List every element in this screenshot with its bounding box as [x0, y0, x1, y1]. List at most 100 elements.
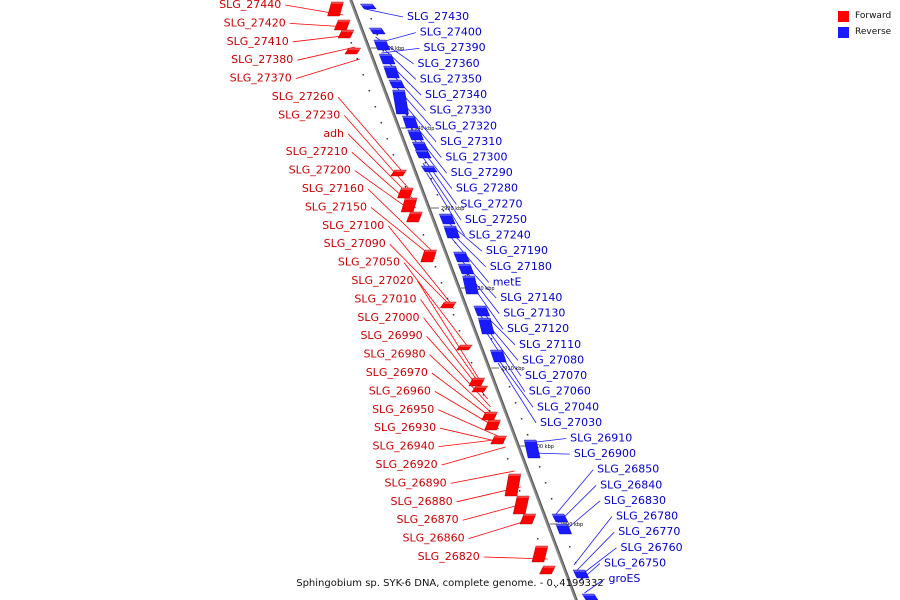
forward-gene-label[interactable]: SLG_26860	[403, 532, 465, 545]
forward-gene-label[interactable]: SLG_27100	[322, 219, 384, 232]
forward-gene-label[interactable]: SLG_27200	[289, 164, 351, 177]
forward-gene-label[interactable]: SLG_26960	[369, 384, 431, 397]
reverse-gene-label[interactable]: SLG_27310	[440, 135, 502, 148]
forward-gene-label[interactable]: SLG_27370	[230, 72, 292, 85]
reverse-gene-label[interactable]: SLG_27280	[456, 182, 518, 195]
guide-dot-right	[454, 242, 457, 244]
forward-gene-label[interactable]: SLG_26950	[372, 403, 434, 416]
forward-gene-label[interactable]: SLG_26990	[360, 329, 422, 342]
forward-gene-label[interactable]: SLG_27050	[338, 256, 400, 269]
guide-dot-left	[536, 538, 539, 540]
leader-line	[573, 516, 613, 566]
reverse-gene-label[interactable]: SLG_27040	[537, 400, 599, 413]
reverse-gene-label[interactable]: groES	[608, 572, 640, 585]
reverse-gene-label[interactable]: SLG_27130	[503, 307, 565, 320]
gene-labels[interactable]: SLG_27440 SLG_27420 SLG_27410 SLG_27380 SLG_…	[219, 0, 682, 585]
reverse-gene-label[interactable]: SLG_27350	[420, 72, 482, 85]
reverse-gene-label[interactable]: SLG_27030	[540, 416, 602, 429]
reverse-gene-label[interactable]: SLG_27360	[418, 57, 480, 70]
reverse-gene-shape	[490, 349, 507, 363]
reverse-gene-label[interactable]: SLG_26780	[616, 510, 678, 523]
forward-gene-shape	[420, 249, 437, 263]
forward-gene-label[interactable]: SLG_26940	[372, 440, 434, 453]
forward-gene-label[interactable]: SLG_27160	[302, 182, 364, 195]
forward-gene-label[interactable]: SLG_26920	[375, 458, 437, 471]
forward-gene-label[interactable]: SLG_27260	[272, 90, 334, 103]
forward-gene-shape	[539, 565, 556, 575]
forward-gene-label[interactable]: SLG_26970	[366, 366, 428, 379]
forward-gene-label[interactable]: SLG_27150	[305, 200, 367, 213]
reverse-gene-label[interactable]: SLG_27140	[500, 291, 562, 304]
forward-gene-shape	[490, 435, 507, 445]
reverse-swatch	[838, 26, 849, 38]
legend-reverse: Reverse	[838, 24, 891, 40]
reverse-gene-label[interactable]: SLG_27080	[522, 353, 584, 366]
forward-gene-label[interactable]: SLG_27420	[224, 16, 286, 29]
reverse-gene-label[interactable]: SLG_26900	[574, 447, 636, 460]
reverse-gene-label[interactable]: SLG_27320	[435, 119, 497, 132]
reverse-gene-shape	[402, 115, 419, 129]
leader-line	[426, 335, 491, 408]
forward-gene-label[interactable]: SLG_26930	[374, 421, 436, 434]
guide-dot-right	[370, 18, 373, 20]
reverse-gene-label[interactable]: SLG_27330	[430, 104, 492, 117]
reverse-gene-label[interactable]: SLG_27110	[519, 338, 581, 351]
reverse-gene-label[interactable]: SLG_27430	[407, 10, 469, 23]
scale-tick-label: 2890 kbp	[560, 522, 584, 528]
reverse-gene-shape	[373, 39, 391, 51]
guide-dot-right	[574, 562, 577, 564]
forward-gene-label[interactable]: SLG_26870	[397, 513, 459, 526]
reverse-gene-label[interactable]: SLG_27290	[451, 166, 513, 179]
reverse-gene-label[interactable]: SLG_27300	[445, 151, 507, 164]
reverse-gene-label[interactable]: SLG_27250	[465, 213, 527, 226]
guide-dot-right	[430, 178, 433, 180]
leader-line	[438, 438, 503, 447]
legend-forward-label: Forward	[855, 11, 892, 21]
forward-gene-label[interactable]: SLG_27210	[286, 145, 348, 158]
leader-line	[295, 58, 360, 79]
forward-gene-label[interactable]: SLG_26980	[363, 348, 425, 361]
forward-gene-label[interactable]: SLG_26820	[418, 550, 480, 563]
reverse-gene-label[interactable]: SLG_27190	[486, 244, 548, 257]
reverse-gene-label[interactable]: SLG_27340	[425, 88, 487, 101]
reverse-gene-label[interactable]: SLG_27390	[424, 41, 486, 54]
reverse-gene-label[interactable]: SLG_27400	[420, 26, 482, 39]
reverse-gene-label[interactable]: metE	[493, 275, 522, 288]
reverse-gene-label[interactable]: SLG_26840	[600, 478, 662, 491]
reverse-gene-shape	[457, 263, 475, 275]
forward-gene-label[interactable]: SLG_27410	[227, 35, 289, 48]
reverse-gene-label[interactable]: SLG_26830	[604, 494, 666, 507]
forward-gene-label[interactable]: SLG_27230	[278, 108, 340, 121]
forward-gene-label[interactable]: adh	[323, 127, 344, 140]
forward-gene-label[interactable]: SLG_27020	[351, 274, 413, 287]
guide-dot-left	[488, 410, 491, 412]
reverse-gene-label[interactable]: SLG_27070	[525, 369, 587, 382]
forward-gene-label[interactable]: SLG_27440	[219, 0, 281, 11]
forward-gene-label[interactable]: SLG_26890	[384, 476, 446, 489]
reverse-gene-label[interactable]: SLG_26750	[604, 556, 666, 569]
forward-gene-label[interactable]: SLG_26880	[391, 495, 453, 508]
forward-gene-shape	[406, 211, 423, 223]
scale-tick-label: 2910 kbp	[501, 366, 525, 372]
guide-dot-left	[458, 330, 461, 332]
leader-line	[347, 133, 413, 199]
guide-dot-left	[452, 314, 455, 316]
reverse-gene-label[interactable]: SLG_26760	[620, 541, 682, 554]
guide-dot-left	[392, 154, 395, 156]
forward-gene-label[interactable]: SLG_27010	[354, 292, 416, 305]
forward-gene-shape	[504, 473, 522, 497]
forward-gene-label[interactable]: SLG_27000	[357, 311, 419, 324]
reverse-gene-label[interactable]: SLG_27060	[529, 385, 591, 398]
reverse-gene-label[interactable]: SLG_27240	[469, 229, 531, 242]
forward-gene-label[interactable]: SLG_27090	[324, 237, 386, 250]
forward-gene-label[interactable]: SLG_27380	[231, 53, 293, 66]
guide-dot-left	[374, 106, 377, 108]
reverse-gene-label[interactable]: SLG_26850	[597, 463, 659, 476]
scale-tick-label: 2940 kbp	[411, 126, 435, 132]
reverse-gene-label[interactable]: SLG_26770	[618, 525, 680, 538]
reverse-gene-label[interactable]: SLG_27180	[490, 260, 552, 273]
leader-line	[584, 578, 605, 594]
reverse-gene-label[interactable]: SLG_27270	[460, 197, 522, 210]
reverse-gene-label[interactable]: SLG_27120	[507, 322, 569, 335]
reverse-gene-label[interactable]: SLG_26910	[570, 432, 632, 445]
